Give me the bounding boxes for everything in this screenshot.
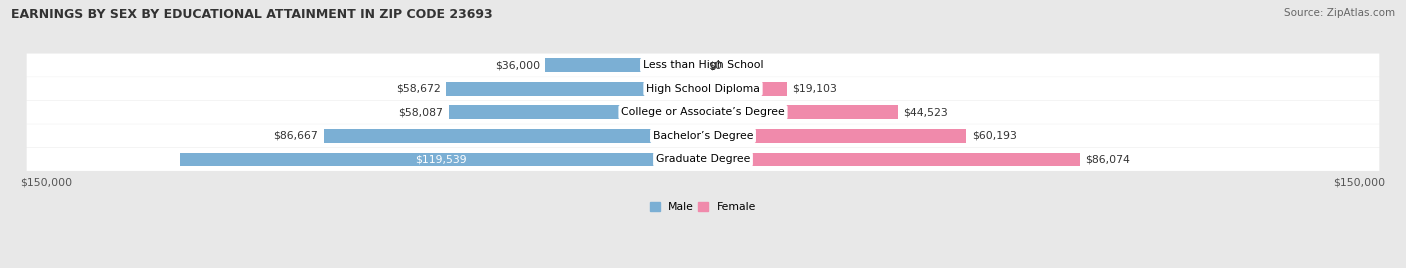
Bar [703,129,966,143]
Text: $44,523: $44,523 [903,107,948,117]
Text: Source: ZipAtlas.com: Source: ZipAtlas.com [1284,8,1395,18]
FancyBboxPatch shape [27,100,1379,124]
Text: $86,667: $86,667 [274,131,318,141]
Text: Less than High School: Less than High School [643,60,763,70]
Bar [446,82,703,95]
Text: $58,672: $58,672 [396,84,441,94]
Text: Graduate Degree: Graduate Degree [655,154,751,164]
Text: $119,539: $119,539 [416,154,467,164]
FancyBboxPatch shape [27,54,1379,77]
Legend: Male, Female: Male, Female [645,198,761,217]
Bar [323,129,703,143]
Bar [703,105,898,119]
Text: College or Associate’s Degree: College or Associate’s Degree [621,107,785,117]
Bar [546,58,703,72]
Text: Bachelor’s Degree: Bachelor’s Degree [652,131,754,141]
Text: $36,000: $36,000 [495,60,540,70]
Bar [449,105,703,119]
Text: $58,087: $58,087 [398,107,443,117]
Text: $86,074: $86,074 [1085,154,1130,164]
Bar [703,152,1080,166]
FancyBboxPatch shape [27,77,1379,100]
Bar [703,82,786,95]
FancyBboxPatch shape [27,148,1379,171]
Text: $19,103: $19,103 [792,84,837,94]
Text: High School Diploma: High School Diploma [647,84,759,94]
Text: $0: $0 [709,60,723,70]
Bar [180,152,703,166]
Text: $60,193: $60,193 [972,131,1017,141]
FancyBboxPatch shape [27,124,1379,147]
Text: EARNINGS BY SEX BY EDUCATIONAL ATTAINMENT IN ZIP CODE 23693: EARNINGS BY SEX BY EDUCATIONAL ATTAINMEN… [11,8,494,21]
